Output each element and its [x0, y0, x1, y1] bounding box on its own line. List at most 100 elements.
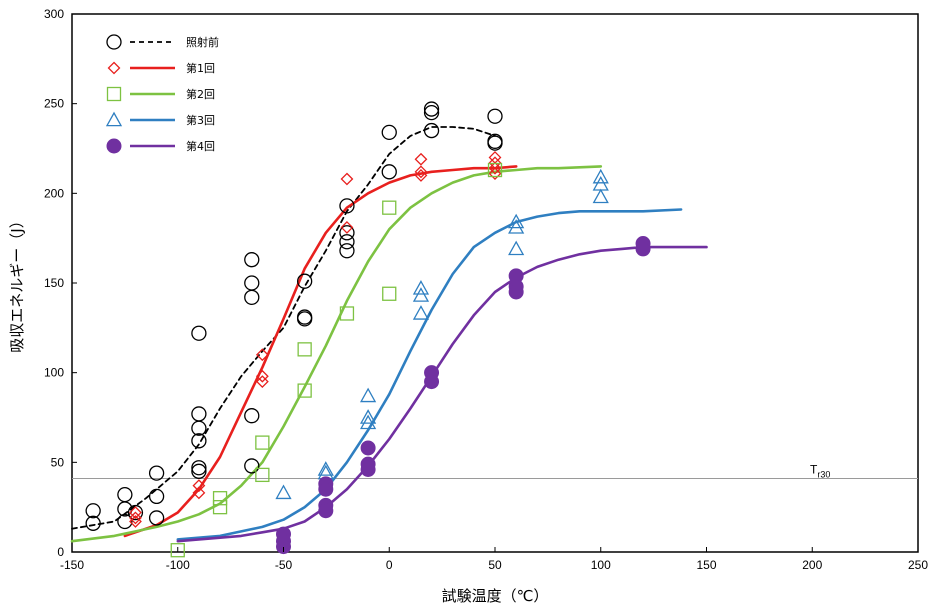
series-1-point — [414, 152, 428, 166]
series-0-point — [191, 463, 207, 479]
series-1-point — [414, 165, 428, 179]
legend-label-4: 第4回 — [186, 139, 215, 153]
series-0-point — [191, 420, 207, 436]
y-axis-title: 吸収エネルギー（J） — [8, 213, 26, 352]
x-tick-label: -150 — [60, 558, 84, 572]
series-2-point — [487, 162, 503, 178]
series-0-point — [296, 273, 313, 289]
series-3-point — [412, 305, 430, 320]
series-2-point — [255, 467, 270, 483]
series-4-point — [318, 503, 334, 519]
series-3-point — [508, 219, 525, 234]
x-tick-label: 100 — [591, 558, 611, 572]
series-2-point — [212, 500, 228, 515]
series-2-point — [339, 306, 355, 321]
series-2-point — [170, 543, 185, 558]
series-0-point — [244, 458, 260, 474]
y-axis-ticks: 0 50 100 150 200 250 300 — [44, 7, 77, 559]
series-4-point — [276, 539, 291, 555]
x-tick-label: 50 — [488, 558, 502, 572]
series-1-point — [255, 369, 269, 383]
y-tick-label: 200 — [44, 186, 64, 200]
tr30-label-sub: r30 — [817, 469, 830, 479]
x-tick-label: 150 — [696, 558, 716, 572]
legend-marker-2 — [106, 86, 122, 102]
legend-label-3: 第3回 — [186, 113, 215, 127]
series-1-point — [340, 172, 354, 186]
series-3-point — [359, 387, 377, 403]
series-0-point — [296, 311, 313, 327]
legend-label-1: 第1回 — [186, 61, 215, 75]
legend-label-0: 照射前 — [186, 35, 219, 49]
x-axis-title: 試験温度（℃） — [442, 587, 549, 605]
series-0-point — [117, 501, 133, 517]
series-3-point — [317, 461, 334, 476]
series-0-point — [423, 104, 440, 121]
legend-marker-1 — [107, 61, 121, 75]
series-3-curve — [176, 208, 683, 541]
series-0-point — [191, 406, 207, 422]
series-2-point — [382, 286, 397, 301]
x-tick-label: -50 — [275, 558, 293, 572]
series-1-point — [488, 167, 502, 181]
series-3-point — [592, 168, 609, 184]
series-4-point — [318, 481, 334, 497]
series-4-point — [360, 440, 376, 456]
tr30-label-main: T — [810, 462, 818, 476]
series-0-point — [423, 101, 440, 117]
series-3-point — [508, 213, 525, 229]
series-3-point — [359, 409, 377, 424]
tr30-label: Tr30 — [810, 462, 830, 479]
fit-curves — [70, 126, 708, 543]
series-0-point — [148, 488, 165, 505]
y-tick-label: 100 — [44, 366, 64, 380]
series-0-point — [148, 510, 165, 526]
legend-label-2: 第2回 — [186, 87, 215, 101]
series-2-point — [382, 200, 397, 215]
series-0-point — [148, 465, 165, 481]
series-0-point — [244, 289, 260, 305]
series-2-point — [255, 435, 270, 450]
legend-marker-4 — [106, 138, 122, 154]
legend-marker-3 — [105, 111, 123, 127]
series-0-point — [381, 124, 397, 141]
series-0-point — [85, 515, 101, 531]
series-0-point — [487, 108, 503, 124]
series-0-point — [339, 234, 355, 250]
series-0-point — [244, 275, 260, 291]
series-3-point — [592, 188, 609, 204]
legend-marker-0 — [106, 34, 122, 50]
series-0-point — [191, 460, 207, 476]
series-1-point — [129, 506, 142, 519]
series-1-point — [488, 161, 502, 175]
series-0-point — [117, 513, 133, 530]
series-4-point — [424, 374, 440, 390]
series-1-point — [129, 515, 142, 528]
series-2-point — [297, 383, 312, 398]
series-0-point — [339, 225, 355, 241]
series-3-point — [359, 414, 377, 430]
y-tick-label: 0 — [57, 545, 64, 559]
series-2-curve — [70, 165, 603, 543]
series-1-point — [192, 486, 206, 500]
series-2-point — [297, 342, 312, 357]
series-1-curve — [123, 165, 518, 538]
y-tick-label: 300 — [44, 7, 64, 21]
x-tick-label: -100 — [166, 558, 190, 572]
series-0-point — [339, 243, 355, 259]
x-axis-ticks: -150 -100 -50 0 50 100 150 200 250 — [60, 547, 928, 572]
series-1-point — [414, 168, 428, 182]
y-tick-label: 50 — [51, 455, 65, 469]
series-0-point — [127, 504, 144, 521]
series-0-point — [487, 135, 503, 151]
series-0-point — [381, 164, 397, 180]
series-1-point — [129, 511, 142, 525]
plot-area-group: Tr30 — [70, 13, 919, 558]
series-3-point — [412, 280, 430, 295]
series-0-point — [117, 486, 133, 503]
series-0-point — [244, 408, 260, 424]
series-3-point — [412, 287, 430, 302]
y-tick-label: 250 — [44, 97, 64, 111]
series-3-point — [508, 240, 525, 256]
